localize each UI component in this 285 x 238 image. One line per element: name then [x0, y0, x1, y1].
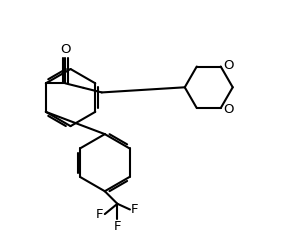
- Text: F: F: [114, 220, 121, 233]
- Text: O: O: [223, 103, 233, 116]
- Text: O: O: [223, 59, 233, 72]
- Text: F: F: [96, 208, 104, 221]
- Text: O: O: [60, 43, 70, 56]
- Text: F: F: [131, 203, 139, 216]
